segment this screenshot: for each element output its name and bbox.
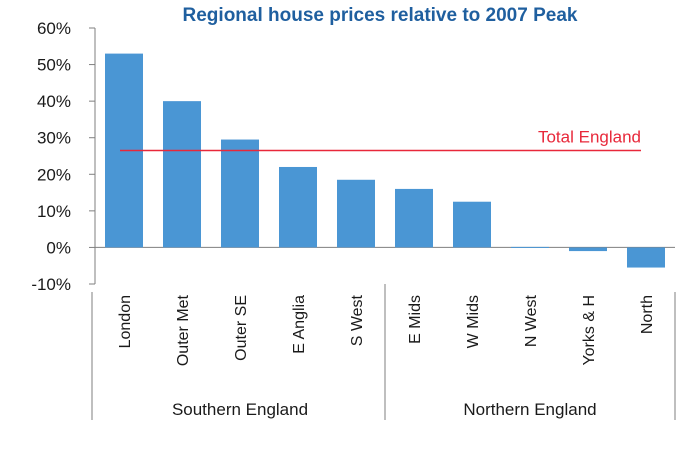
x-tick-label: Outer Met (175, 294, 192, 366)
bars (105, 53, 665, 268)
x-tick-label: London (117, 295, 134, 348)
group-label: Southern England (172, 400, 308, 419)
x-axis: London Outer Met Outer SE E Anglia S West E M… (91, 284, 676, 420)
bar (627, 247, 665, 268)
bar (279, 166, 317, 248)
bar (511, 246, 549, 248)
reference-line-group: Total England (120, 128, 641, 152)
x-tick-label: S West (349, 294, 366, 346)
y-tick-label: 10% (37, 202, 71, 221)
chart-title: Regional house prices relative to 2007 P… (183, 5, 578, 26)
group-label: Northern England (463, 400, 596, 419)
y-tick-label: -10% (31, 275, 71, 294)
y-tick-label: 60% (37, 19, 71, 38)
x-tick-label: E Mids (407, 295, 424, 344)
x-tick-label: Outer SE (233, 295, 250, 361)
y-axis: -10% 0% 10% 20% 30% 40% 50% 60% (31, 19, 675, 294)
y-tick-label: 50% (37, 56, 71, 75)
y-tick-label: 40% (37, 92, 71, 111)
bar (163, 101, 201, 248)
bar (453, 201, 491, 248)
y-tick-label: 0% (46, 238, 71, 257)
x-tick-label: North (639, 295, 656, 334)
x-tick-label: W Mids (465, 295, 482, 348)
y-tick-label: 30% (37, 129, 71, 148)
reference-line-label: Total England (538, 128, 641, 147)
x-tick-label: N West (523, 294, 540, 347)
bar (395, 188, 433, 248)
bar (337, 179, 375, 248)
y-tick-label: 20% (37, 165, 71, 184)
x-tick-label: Yorks & H (581, 295, 598, 366)
x-tick-label: E Anglia (291, 295, 308, 354)
bar (221, 139, 259, 248)
bar (569, 247, 607, 252)
